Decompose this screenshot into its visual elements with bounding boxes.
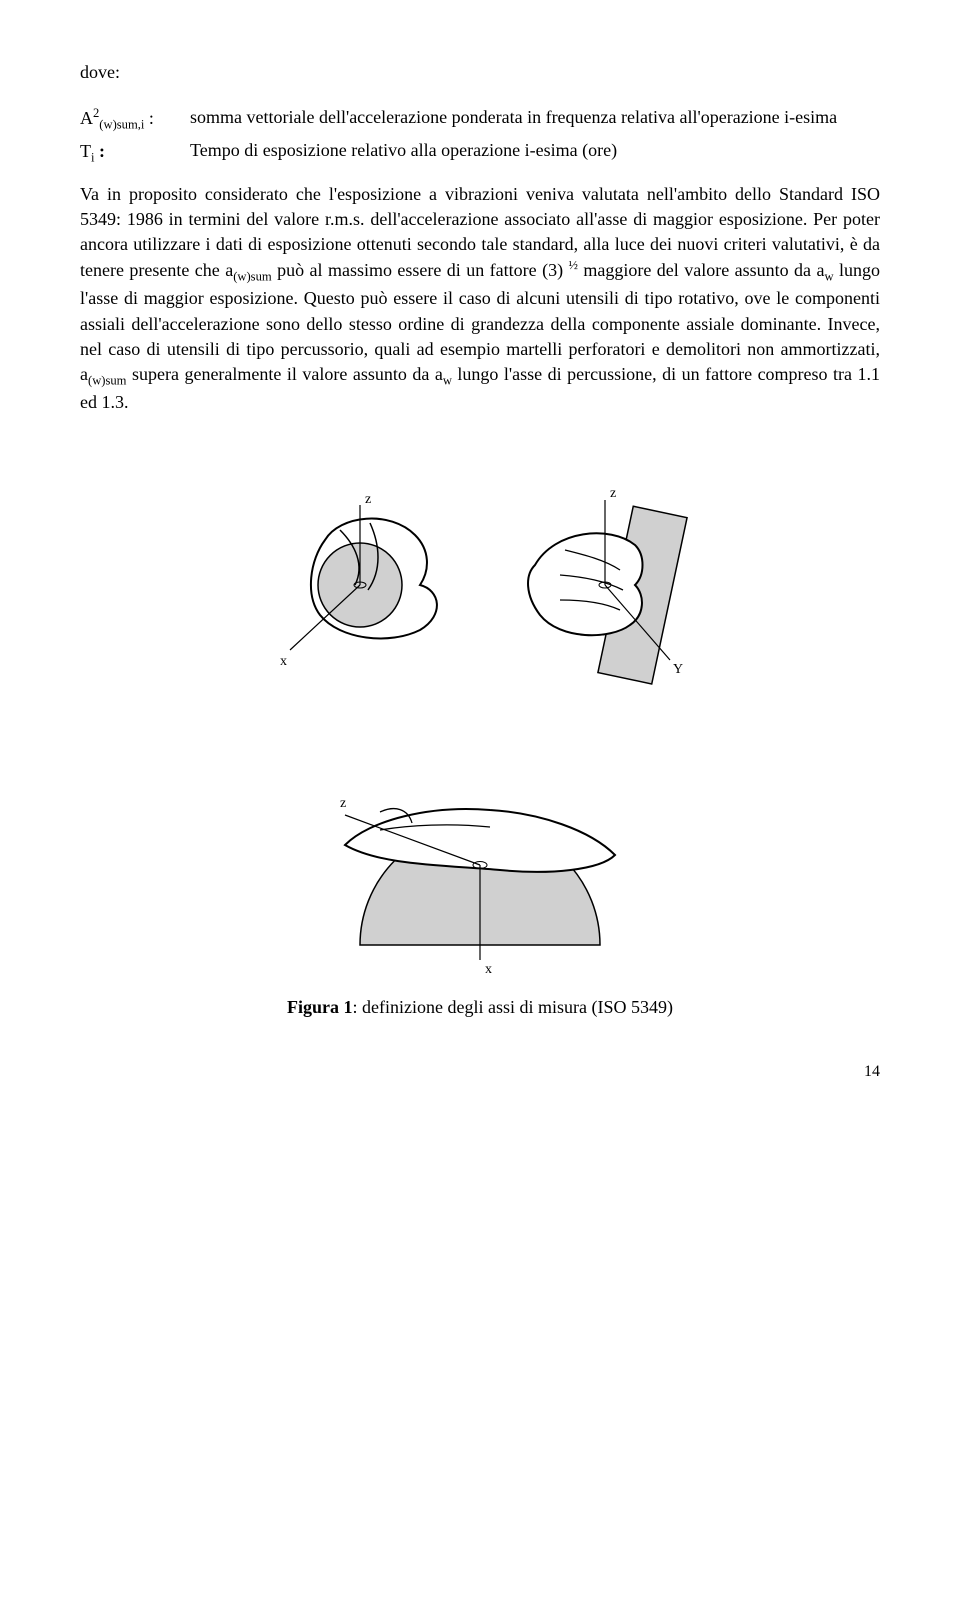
- definition-term: A2(w)sum,i :: [80, 105, 190, 134]
- svg-text:z: z: [340, 796, 346, 811]
- sym-tail: :: [95, 141, 106, 161]
- figure-caption: Figura 1: definizione degli assi di misu…: [80, 995, 880, 1020]
- definition-desc: Tempo di esposizione relativo alla opera…: [190, 138, 880, 167]
- caption-text: : definizione degli assi di misura (ISO …: [353, 997, 673, 1017]
- sym-sub: (w)sum,i: [99, 118, 144, 132]
- svg-text:Y: Y: [673, 662, 683, 677]
- svg-text:x: x: [485, 962, 492, 975]
- svg-text:x: x: [280, 654, 287, 669]
- svg-text:z: z: [365, 492, 371, 507]
- body-paragraph: Va in proposito considerato che l'esposi…: [80, 182, 880, 416]
- sym-base: A: [80, 108, 93, 128]
- svg-text:z: z: [610, 486, 616, 501]
- figure-block: z x z Yz x Figura 1: definizione degli assi …: [80, 455, 880, 1020]
- dove-label: dove:: [80, 60, 880, 85]
- definition-row: Ti : Tempo di esposizione relativo alla …: [80, 138, 880, 167]
- figure-svg: z x z Yz x: [250, 455, 710, 975]
- definitions-block: A2(w)sum,i : somma vettoriale dell'accel…: [80, 105, 880, 167]
- sym-base: T: [80, 141, 91, 161]
- page-number: 14: [80, 1061, 880, 1083]
- caption-label: Figura 1: [287, 997, 353, 1017]
- definition-term: Ti :: [80, 138, 190, 167]
- sym-tail: :: [144, 108, 154, 128]
- definition-row: A2(w)sum,i : somma vettoriale dell'accel…: [80, 105, 880, 134]
- definition-desc: somma vettoriale dell'accelerazione pond…: [190, 105, 880, 134]
